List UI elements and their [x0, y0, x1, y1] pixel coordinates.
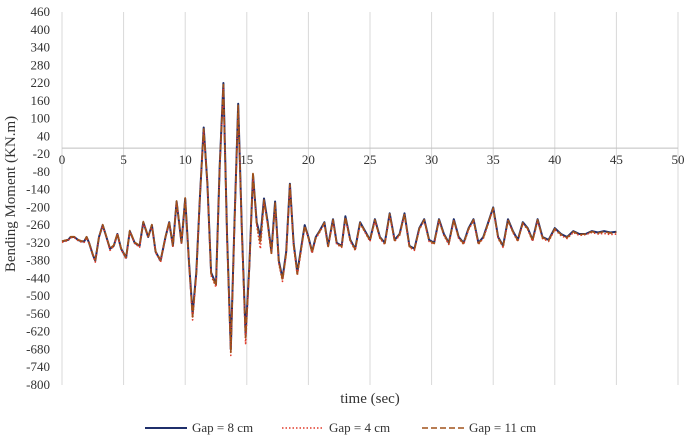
x-tick-label: 35 — [487, 152, 500, 167]
y-axis-title: Bending Moment (KN.m) — [3, 116, 19, 272]
y-tick-label: -620 — [26, 324, 50, 339]
y-tick-label: -80 — [33, 164, 50, 179]
x-tick-label: 50 — [672, 152, 685, 167]
y-tick-label: -20 — [33, 146, 50, 161]
y-tick-label: -200 — [26, 199, 50, 214]
y-tick-label: -440 — [26, 270, 50, 285]
series-line-2 — [61, 85, 617, 357]
x-tick-label: 30 — [425, 152, 438, 167]
y-tick-label: -740 — [26, 359, 50, 374]
legend-label: Gap = 8 cm — [192, 420, 253, 435]
y-tick-label: 400 — [31, 22, 51, 37]
y-tick-label: 100 — [31, 111, 51, 126]
legend-label: Gap = 11 cm — [469, 420, 536, 435]
y-tick-labels: 460 400 340 280 220 160 100 40 -20 -80 -140 -200 -26… — [26, 4, 50, 392]
y-tick-label: 460 — [31, 4, 51, 19]
legend-label: Gap = 4 cm — [329, 420, 390, 435]
x-axis-title: time (sec) — [340, 391, 400, 407]
x-tick-labels: 0 5 10 15 20 25 30 35 40 45 50 — [59, 152, 685, 167]
x-tick-label: 15 — [240, 152, 253, 167]
y-tick-label: -260 — [26, 217, 50, 232]
y-tick-label: 220 — [31, 75, 51, 90]
x-tick-label: 5 — [120, 152, 127, 167]
y-tick-label: 40 — [37, 128, 50, 143]
y-tick-label: -800 — [26, 377, 50, 392]
y-tick-label: 340 — [31, 40, 51, 55]
y-tick-label: -560 — [26, 306, 50, 321]
x-tick-label: 0 — [59, 152, 66, 167]
series-lines — [61, 82, 617, 357]
x-tick-label: 25 — [364, 152, 377, 167]
x-tick-label: 10 — [179, 152, 192, 167]
x-tick-label: 40 — [548, 152, 561, 167]
x-tick-label: 45 — [610, 152, 623, 167]
y-tick-label: -500 — [26, 288, 50, 303]
series-line-1 — [61, 82, 617, 351]
y-tick-label: 280 — [31, 57, 51, 72]
grid-lines — [61, 12, 679, 385]
y-tick-label: -320 — [26, 235, 50, 250]
y-tick-label: 160 — [31, 93, 51, 108]
series-line-3 — [61, 83, 617, 354]
y-tick-label: -680 — [26, 341, 50, 356]
y-tick-label: -380 — [26, 253, 50, 268]
legend: Gap = 8 cm Gap = 4 cm Gap = 11 cm — [145, 420, 536, 435]
x-tick-label: 20 — [302, 152, 315, 167]
y-tick-label: -140 — [26, 182, 50, 197]
